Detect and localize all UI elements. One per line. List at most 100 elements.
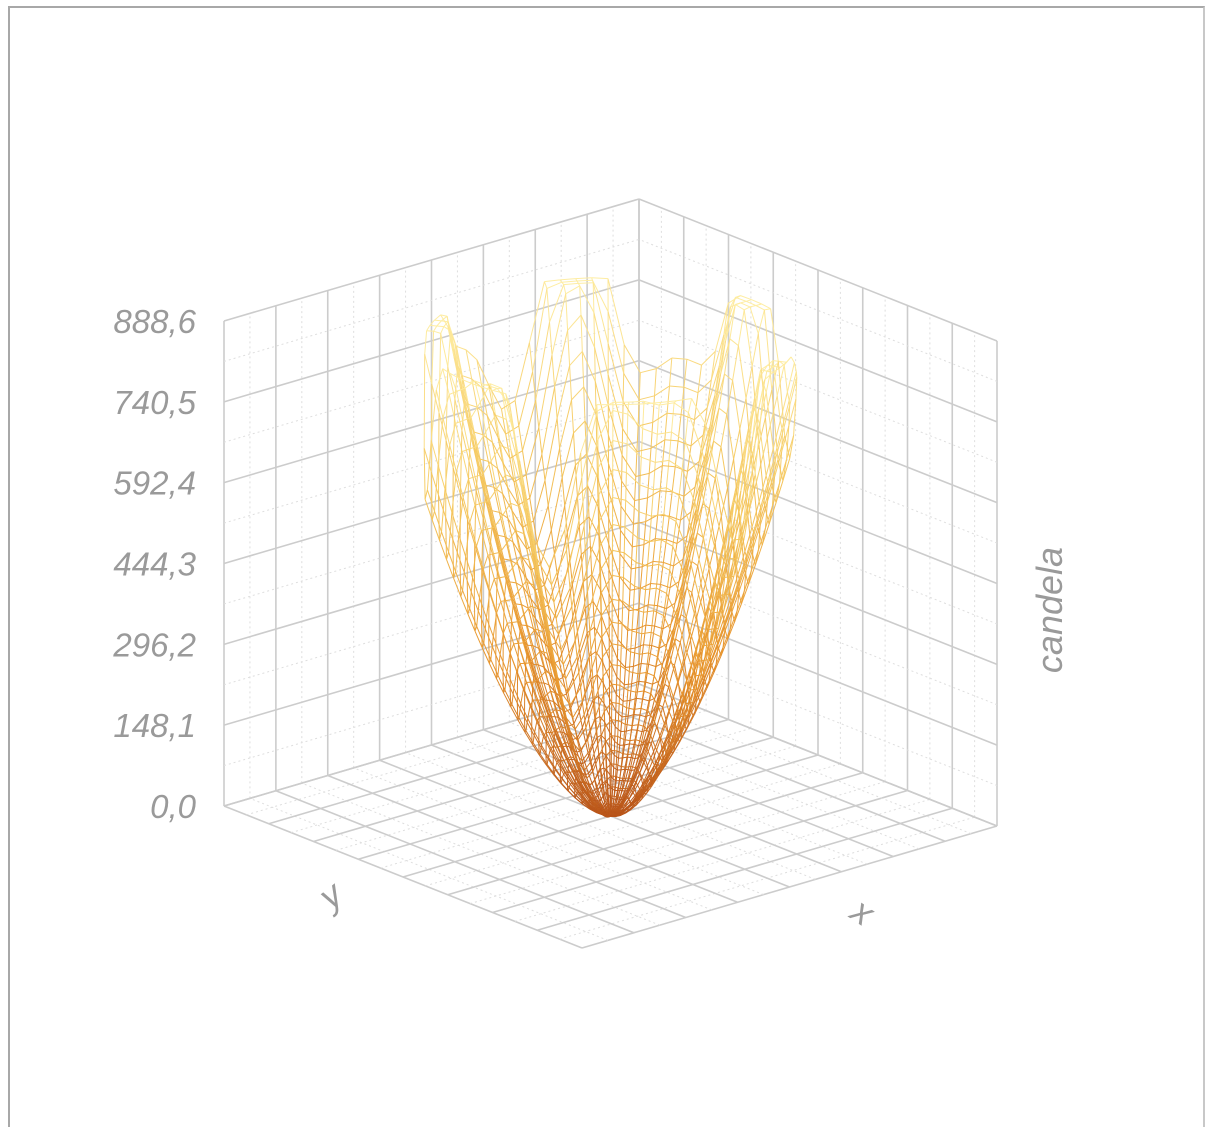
surface-mesh-line (622, 790, 625, 792)
surface-mesh-line (551, 355, 556, 388)
surface-mesh-line (666, 744, 673, 761)
surface-mesh-line (485, 617, 494, 637)
surface-mesh-line (699, 659, 709, 662)
surface-mesh-line (620, 790, 625, 800)
surface-mesh-line (652, 395, 655, 423)
surface-mesh-line (569, 365, 572, 400)
surface-mesh-line (554, 716, 561, 733)
surface-mesh-line (772, 360, 780, 362)
surface-mesh-line (657, 431, 672, 435)
surface-mesh-line (620, 753, 624, 767)
surface-mesh-line (581, 792, 584, 794)
floor-grid-line (268, 700, 684, 825)
surface-mesh-line (620, 505, 634, 525)
surface-mesh-line (666, 487, 680, 497)
surface-mesh-line (611, 749, 618, 752)
surface-mesh-line (434, 511, 442, 533)
surface-mesh-line (540, 650, 548, 654)
surface-mesh-line (435, 368, 444, 391)
surface-mesh-line (474, 544, 483, 569)
surface-mesh-line (476, 406, 488, 416)
surface-mesh-line (643, 792, 647, 795)
surface-mesh-line (587, 716, 597, 740)
surface-mesh-line (517, 564, 524, 588)
surface-mesh-line (580, 763, 586, 775)
surface-mesh-line (516, 533, 523, 557)
surface-mesh-line (642, 757, 646, 760)
surface-mesh-line (628, 777, 633, 780)
surface-mesh-line (640, 778, 644, 785)
surface-mesh-line (690, 640, 695, 671)
surface-mesh-line (532, 645, 539, 649)
surface-mesh-line (597, 785, 601, 791)
surface-mesh-line (631, 758, 636, 771)
surface-mesh-line (650, 711, 656, 723)
surface-mesh-line (623, 344, 625, 374)
surface-mesh-line (669, 385, 685, 388)
surface-mesh-line (639, 759, 646, 774)
surface-mesh-line (725, 304, 736, 342)
surface-mesh-line (459, 380, 468, 417)
surface-mesh-line (663, 513, 677, 522)
surface-mesh-line (581, 727, 587, 743)
wall-hline-minor (223, 238, 640, 362)
surface-mesh-line (503, 692, 512, 707)
surface-mesh-line (614, 726, 622, 732)
surface-mesh-line (547, 713, 552, 718)
surface-mesh-line (426, 440, 432, 490)
surface-mesh-line (629, 671, 638, 675)
surface-mesh-line (641, 456, 656, 463)
surface-mesh-line (510, 449, 523, 489)
surface-mesh-line (476, 598, 480, 627)
surface-mesh-line (476, 407, 484, 435)
surface-mesh-line (590, 743, 599, 762)
surface-mesh-line (629, 809, 632, 811)
surface-mesh-line (642, 401, 645, 429)
surface-mesh-line (511, 510, 523, 528)
surface-mesh-line (704, 643, 714, 647)
surface-mesh-line (549, 284, 565, 323)
surface-mesh-line (598, 520, 601, 546)
surface-mesh-line (525, 427, 540, 475)
surface-mesh-line (555, 726, 561, 731)
surface-mesh-line (630, 744, 635, 758)
surface-mesh-line (534, 721, 538, 733)
surface-mesh-line (574, 640, 578, 658)
surface-mesh-line (451, 471, 457, 513)
surface-mesh-line (567, 764, 570, 769)
surface-mesh-line (602, 661, 610, 680)
surface-mesh-line (655, 662, 664, 668)
surface-mesh-line (789, 377, 798, 406)
surface-mesh-line (590, 800, 596, 808)
surface-mesh-line (664, 711, 670, 726)
surface-mesh-line (744, 526, 753, 552)
surface-mesh-line (744, 569, 749, 585)
surface-mesh-line (596, 674, 604, 684)
surface-mesh-line (758, 417, 766, 446)
surface-mesh-line (553, 601, 557, 619)
surface-mesh-line (520, 689, 524, 704)
surface-mesh-line (645, 587, 657, 591)
surface-mesh-line (697, 630, 703, 642)
surface-mesh-line (581, 351, 585, 387)
surface-mesh-line (522, 638, 528, 646)
surface-mesh-line (687, 461, 700, 472)
surface-mesh-line (639, 789, 644, 795)
surface-mesh-line (726, 414, 735, 460)
surface-mesh-line (571, 399, 574, 434)
surface-mesh-line (499, 542, 508, 553)
surface-mesh-line (592, 771, 596, 781)
surface-mesh-line (727, 629, 731, 640)
surface-mesh-line (698, 631, 706, 675)
surface-mesh-line (493, 553, 501, 578)
surface-mesh-line (554, 330, 569, 388)
surface-mesh-line (566, 772, 575, 784)
surface-mesh-line (625, 499, 640, 513)
surface-mesh-line (594, 347, 609, 406)
surface-mesh-line (468, 478, 476, 506)
surface-mesh-line (639, 714, 646, 718)
surface-mesh-line (585, 729, 591, 743)
surface-mesh-line (602, 787, 605, 796)
surface-mesh-line (595, 789, 599, 793)
surface-mesh-line (481, 643, 485, 648)
